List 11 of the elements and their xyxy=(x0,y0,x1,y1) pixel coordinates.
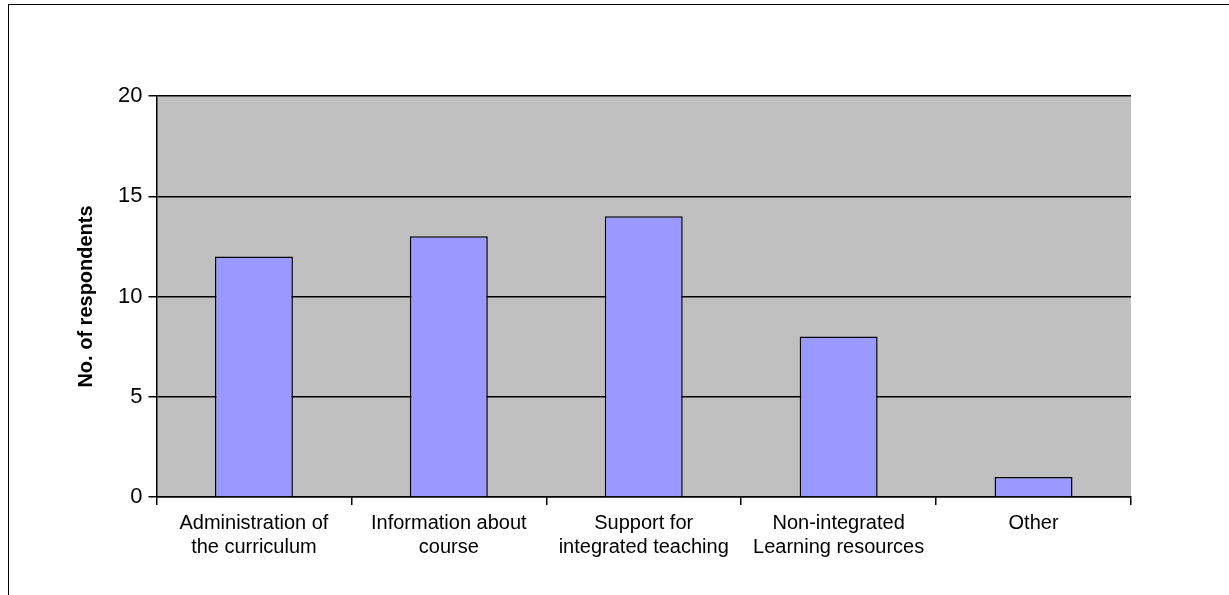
y-axis-title: No. of respondents xyxy=(73,205,96,388)
y-tick-label: 20 xyxy=(117,82,143,108)
y-tick-label: 0 xyxy=(130,483,143,509)
x-tick-label: Administration of the curriculum xyxy=(179,510,329,557)
y-tick-label: 15 xyxy=(117,182,143,208)
x-tick-label: Information about course xyxy=(371,510,528,557)
y-tick-label: 5 xyxy=(130,382,143,408)
y-tick-label: 10 xyxy=(117,282,143,308)
x-tick-label: Support for integrated teaching xyxy=(558,510,729,557)
x-tick-label: Other xyxy=(1008,510,1059,533)
x-tick-label: Non-integrated Learning resources xyxy=(753,510,925,557)
